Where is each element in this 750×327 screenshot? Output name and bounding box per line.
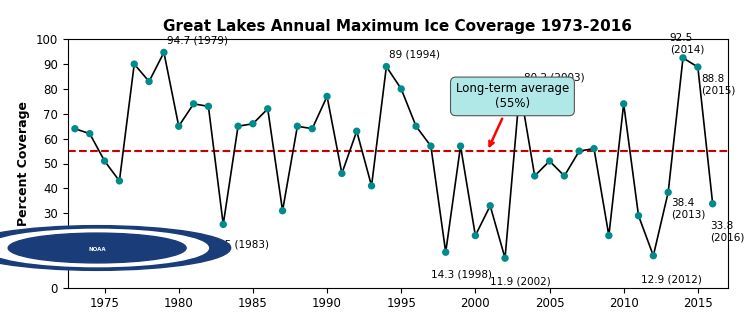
Point bbox=[647, 253, 659, 258]
Point bbox=[424, 144, 436, 149]
Point bbox=[321, 94, 333, 99]
Point bbox=[662, 190, 674, 195]
Point bbox=[632, 213, 644, 218]
Text: 92.5
(2014): 92.5 (2014) bbox=[670, 33, 704, 54]
Text: 80.2 (2003): 80.2 (2003) bbox=[524, 73, 585, 83]
Point bbox=[484, 203, 496, 208]
Point bbox=[306, 126, 318, 131]
Point bbox=[232, 124, 244, 129]
Point bbox=[618, 101, 630, 107]
Text: NOAA: NOAA bbox=[88, 247, 106, 252]
Point bbox=[677, 55, 689, 60]
Circle shape bbox=[0, 229, 209, 267]
Point bbox=[603, 233, 615, 238]
Point bbox=[202, 104, 214, 109]
Text: 88.8
(2015): 88.8 (2015) bbox=[700, 74, 735, 95]
Point bbox=[692, 64, 703, 70]
Point bbox=[113, 178, 125, 183]
Point bbox=[217, 222, 229, 227]
Text: 11.9 (2002): 11.9 (2002) bbox=[490, 277, 551, 286]
Y-axis label: Percent Coverage: Percent Coverage bbox=[17, 101, 30, 226]
Text: 94.7 (1979): 94.7 (1979) bbox=[166, 35, 228, 45]
Circle shape bbox=[8, 233, 186, 263]
Text: 33.8
(2016): 33.8 (2016) bbox=[710, 221, 744, 242]
Text: Long-term average
(55%): Long-term average (55%) bbox=[456, 82, 569, 146]
Point bbox=[380, 64, 392, 69]
Point bbox=[544, 158, 556, 164]
Point bbox=[143, 79, 155, 84]
Point bbox=[573, 148, 585, 154]
Point bbox=[277, 208, 289, 213]
Text: 14.3 (1998): 14.3 (1998) bbox=[430, 269, 492, 279]
Point bbox=[558, 173, 570, 179]
Point bbox=[292, 124, 304, 129]
Point bbox=[262, 106, 274, 112]
Point bbox=[247, 121, 259, 126]
Point bbox=[440, 250, 452, 255]
Point bbox=[395, 86, 407, 92]
Text: 89 (1994): 89 (1994) bbox=[389, 49, 440, 59]
Point bbox=[706, 201, 718, 206]
Point bbox=[336, 171, 348, 176]
Point bbox=[158, 50, 170, 55]
Point bbox=[69, 126, 81, 131]
Point bbox=[470, 233, 482, 238]
Point bbox=[499, 256, 511, 261]
Circle shape bbox=[0, 226, 231, 270]
Text: 38.4
(2013): 38.4 (2013) bbox=[671, 198, 706, 220]
Text: 12.9 (2012): 12.9 (2012) bbox=[641, 274, 702, 284]
Title: Great Lakes Annual Maximum Ice Coverage 1973-2016: Great Lakes Annual Maximum Ice Coverage … bbox=[163, 19, 632, 34]
Point bbox=[529, 173, 541, 179]
Point bbox=[454, 144, 466, 149]
Text: 25.5 (1983): 25.5 (1983) bbox=[209, 239, 269, 249]
Point bbox=[351, 129, 363, 134]
Point bbox=[98, 158, 110, 164]
Point bbox=[588, 146, 600, 151]
Point bbox=[84, 131, 96, 136]
Point bbox=[128, 61, 140, 67]
Point bbox=[172, 124, 184, 129]
Point bbox=[410, 124, 422, 129]
Point bbox=[365, 183, 377, 188]
Point bbox=[514, 86, 526, 91]
Point bbox=[188, 101, 200, 107]
